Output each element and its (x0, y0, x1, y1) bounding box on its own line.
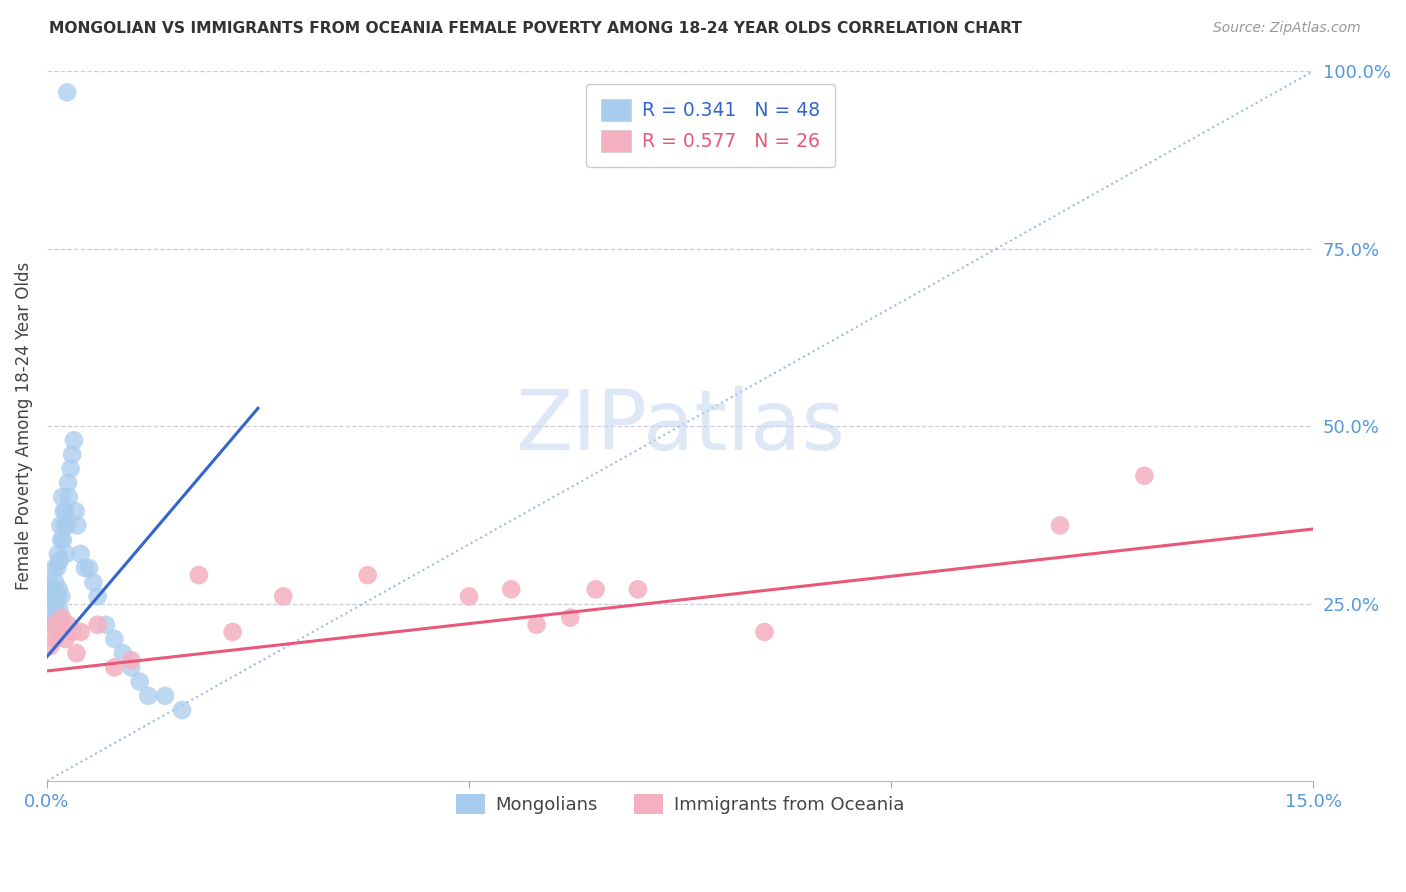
Point (42, 617, 65, 632)
Point (51, 590, 73, 604)
Point (59, 461, 82, 475)
Point (45, 604, 67, 618)
Point (120, 660, 142, 674)
Point (51, 610, 73, 624)
Point (51, 533, 73, 547)
Point (46, 547, 69, 561)
Point (221, 624, 243, 639)
Point (82, 575, 104, 590)
Point (60, 447, 83, 461)
Point (69, 624, 91, 639)
Point (1133, 468, 1156, 483)
Point (357, 568, 380, 582)
Point (136, 689, 159, 703)
Point (55, 547, 77, 561)
Point (56, 86, 79, 100)
Point (77, 561, 100, 575)
Point (111, 646, 134, 660)
Point (55, 632, 77, 646)
Point (41, 582, 63, 597)
Point (65, 504, 87, 518)
Point (48, 617, 70, 632)
Point (153, 689, 176, 703)
Point (60, 624, 83, 639)
Point (65, 646, 87, 660)
Text: Source: ZipAtlas.com: Source: ZipAtlas.com (1213, 21, 1361, 35)
Point (120, 653, 142, 667)
Point (44, 617, 66, 632)
Point (187, 568, 209, 582)
Y-axis label: Female Poverty Among 18-24 Year Olds: Female Poverty Among 18-24 Year Olds (15, 262, 32, 591)
Point (44, 575, 66, 590)
Point (52, 533, 75, 547)
Text: ZIPatlas: ZIPatlas (515, 385, 845, 467)
Point (458, 590, 481, 604)
Point (58, 490, 80, 504)
Point (526, 617, 548, 632)
Point (63, 434, 86, 448)
Point (42, 590, 65, 604)
Text: MONGOLIAN VS IMMIGRANTS FROM OCEANIA FEMALE POVERTY AMONG 18-24 YEAR OLDS CORREL: MONGOLIAN VS IMMIGRANTS FROM OCEANIA FEM… (49, 21, 1022, 36)
Point (44, 561, 66, 575)
Point (94, 617, 117, 632)
Point (86, 590, 108, 604)
Point (271, 590, 294, 604)
Point (86, 617, 108, 632)
Point (73, 561, 96, 575)
Point (39, 617, 62, 632)
Point (44, 632, 66, 646)
Point (48, 582, 70, 597)
Legend: Mongolians, Immigrants from Oceania: Mongolians, Immigrants from Oceania (446, 784, 915, 825)
Point (585, 582, 607, 597)
Point (103, 632, 125, 646)
Point (39, 604, 62, 618)
Point (46, 590, 69, 604)
Point (51, 490, 73, 504)
Point (56, 617, 79, 632)
Point (56, 518, 79, 533)
Point (1049, 518, 1071, 533)
Point (128, 674, 150, 689)
Point (103, 660, 125, 674)
Point (46, 561, 69, 575)
Point (48, 554, 70, 568)
Point (69, 547, 91, 561)
Point (52, 504, 75, 518)
Point (170, 703, 193, 717)
Point (56, 475, 79, 490)
Point (501, 582, 523, 597)
Point (53, 518, 76, 533)
Point (48, 604, 70, 618)
Point (48, 624, 70, 639)
Point (39, 639, 62, 653)
Point (754, 624, 776, 639)
Point (627, 582, 650, 597)
Point (38, 575, 60, 590)
Point (55, 504, 77, 518)
Point (560, 610, 582, 624)
Point (49, 518, 72, 533)
Point (66, 518, 89, 533)
Point (42, 597, 65, 611)
